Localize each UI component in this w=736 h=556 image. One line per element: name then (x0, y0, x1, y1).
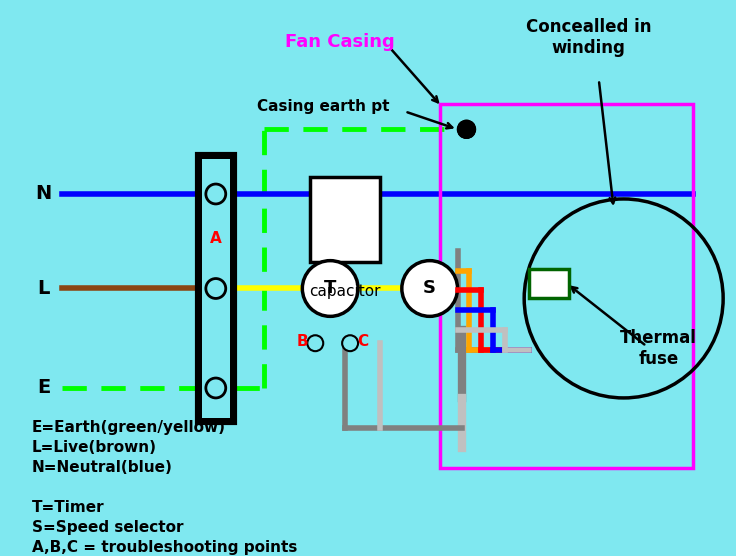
Text: A,B,C = troubleshooting points: A,B,C = troubleshooting points (32, 540, 297, 555)
Text: B: B (297, 334, 308, 349)
Text: S: S (423, 280, 436, 297)
Circle shape (302, 261, 358, 316)
Text: Thermal
fuse: Thermal fuse (620, 329, 697, 368)
Bar (439, 105, 693, 468)
Text: T=Timer: T=Timer (32, 500, 105, 515)
Text: N: N (35, 185, 52, 203)
Circle shape (206, 184, 226, 204)
Text: Concealled in
winding: Concealled in winding (526, 18, 651, 57)
Circle shape (342, 335, 358, 351)
Text: Fan Casing: Fan Casing (286, 33, 395, 51)
Text: T: T (324, 280, 336, 297)
Circle shape (402, 261, 458, 316)
Bar (202, 159, 230, 418)
Text: N=Neutral(blue): N=Neutral(blue) (32, 460, 173, 475)
Text: L=Live(brown): L=Live(brown) (32, 440, 157, 455)
Text: A: A (210, 231, 222, 246)
Circle shape (458, 120, 475, 138)
Bar (311, 177, 380, 262)
Text: capacitor: capacitor (309, 284, 381, 299)
Text: L: L (38, 279, 50, 298)
Text: E: E (37, 379, 50, 398)
Text: C: C (358, 334, 369, 349)
Circle shape (206, 279, 226, 299)
Circle shape (206, 378, 226, 398)
Bar (529, 269, 569, 299)
Text: E=Earth(green/yellow): E=Earth(green/yellow) (32, 420, 226, 435)
Circle shape (308, 335, 323, 351)
Text: Casing earth pt: Casing earth pt (258, 99, 390, 114)
Bar (197, 154, 235, 423)
Text: S=Speed selector: S=Speed selector (32, 520, 183, 535)
Circle shape (458, 120, 475, 138)
